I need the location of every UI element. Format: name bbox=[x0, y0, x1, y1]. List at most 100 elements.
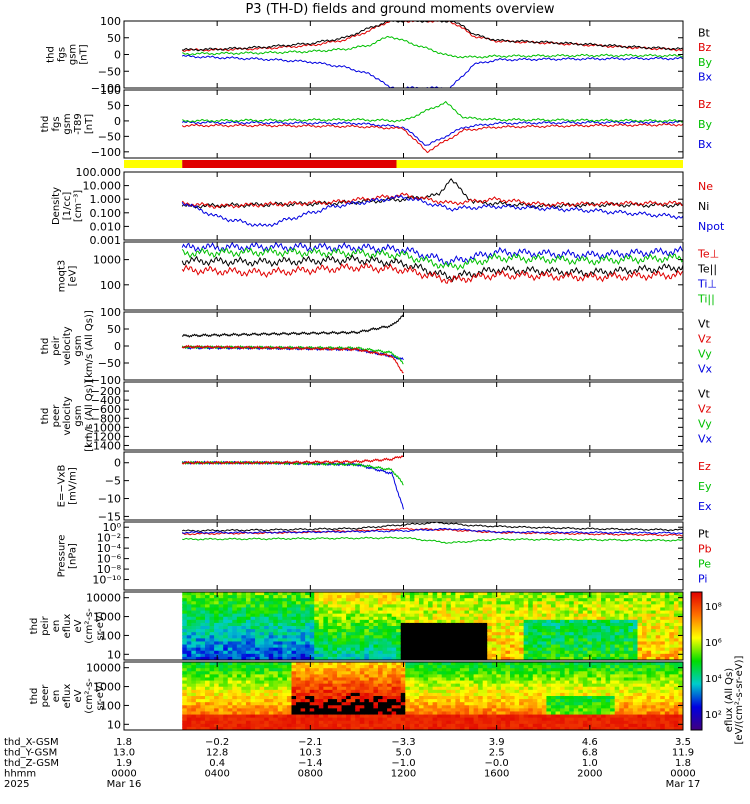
data-efield bbox=[182, 455, 403, 510]
data-temperature bbox=[182, 243, 683, 284]
legend-Vx: Vx bbox=[698, 363, 713, 376]
y-axis-label: thd bbox=[40, 408, 51, 425]
legend-Vt: Vt bbox=[698, 388, 711, 401]
legend-Ni: Ni bbox=[698, 200, 709, 213]
y-tick-label: 0 bbox=[114, 115, 121, 128]
series-Te⊥ bbox=[182, 264, 683, 284]
y-axis-label: (cm²-s- bbox=[84, 608, 95, 644]
series-Ey bbox=[182, 461, 403, 485]
legend-Vz: Vz bbox=[698, 403, 712, 416]
y-axis-label: [mV/m] bbox=[68, 467, 79, 505]
y-axis-label: eflux bbox=[62, 614, 73, 639]
data-peir_spec bbox=[182, 592, 683, 661]
y-tick-label: 1000 bbox=[93, 254, 121, 267]
y-tick-label: −100 bbox=[91, 146, 121, 159]
legend-Bt: Bt bbox=[698, 26, 711, 39]
legend-Ti||: Ti|| bbox=[697, 293, 715, 306]
legend-Npot: Npot bbox=[698, 220, 725, 233]
y-axis-label: -T89 bbox=[73, 113, 84, 135]
y-tick-label: 10 bbox=[107, 648, 121, 661]
y-tick-label: −50 bbox=[98, 130, 121, 143]
y-tick-label: 10000 bbox=[86, 592, 121, 605]
y-axis-label: thd bbox=[46, 46, 57, 63]
legend-Bz: Bz bbox=[698, 41, 712, 54]
legend-Vy: Vy bbox=[698, 348, 712, 361]
legend-Vt: Vt bbox=[698, 318, 711, 331]
y-tick-label: 50 bbox=[107, 99, 121, 112]
y-axis-label: fgs bbox=[57, 47, 68, 62]
y-tick-label: 1.000 bbox=[90, 193, 122, 206]
series-Ti|| bbox=[182, 248, 683, 270]
series-By bbox=[182, 102, 683, 123]
legend-Ez: Ez bbox=[698, 460, 711, 473]
panel-pressure: 10⁰10⁻²10⁻⁴10⁻⁶10⁻⁸10⁻¹⁰Pressure[nPa]PtP… bbox=[57, 521, 712, 590]
panel-frame bbox=[124, 21, 683, 88]
y-axis-label: gsm bbox=[73, 405, 84, 426]
series-Bx bbox=[182, 55, 683, 89]
panel-frame bbox=[124, 90, 683, 158]
y-tick-label: 0 bbox=[114, 340, 121, 353]
chart-title: P3 (TH-D) fields and ground moments over… bbox=[245, 2, 554, 17]
series-Ex bbox=[182, 461, 403, 509]
legend-Bx: Bx bbox=[698, 138, 713, 151]
y-tick-label: −10 bbox=[98, 493, 121, 506]
y-tick-label: 100 bbox=[100, 84, 121, 97]
y-axis-label: [km/s (All Qs)] bbox=[84, 380, 95, 452]
series-Ni bbox=[182, 179, 683, 208]
legend-Bz: Bz bbox=[698, 98, 712, 111]
series-Bz bbox=[182, 124, 683, 153]
y-axis-label: Density bbox=[51, 187, 62, 225]
legend-Pe: Pe bbox=[698, 558, 711, 571]
data-density bbox=[182, 179, 683, 227]
y-tick-label: 10⁻¹⁰ bbox=[92, 574, 121, 587]
y-axis-label: [cm⁻³] bbox=[73, 190, 84, 222]
legend-Pi: Pi bbox=[698, 573, 707, 586]
y-axis-label: peir bbox=[51, 335, 62, 355]
series-Bz bbox=[182, 20, 683, 52]
data-fgs_gsm_t89 bbox=[182, 102, 683, 153]
y-tick-label: 0.001 bbox=[90, 234, 122, 247]
series-Pe bbox=[182, 537, 683, 543]
series-Vy bbox=[182, 346, 403, 364]
y-axis-label: fgs bbox=[51, 116, 62, 131]
y-tick-label: 100 bbox=[100, 15, 121, 28]
y-tick-label: 100 bbox=[100, 306, 121, 319]
y-tick-label: 50 bbox=[107, 32, 121, 45]
legend-By: By bbox=[698, 56, 713, 69]
y-axis-label: Pressure bbox=[57, 535, 68, 578]
y-tick-label: 10.000 bbox=[83, 180, 122, 193]
y-axis-label: velocity bbox=[62, 326, 73, 365]
y-tick-label: 100.000 bbox=[76, 166, 122, 179]
series-Ti⊥ bbox=[182, 243, 683, 265]
y-axis-label: [1/cc] bbox=[62, 192, 73, 221]
y-axis-label: gsm bbox=[68, 44, 79, 65]
y-tick-label: 0.010 bbox=[90, 220, 122, 233]
y-axis-label: [nPa] bbox=[68, 543, 79, 569]
y-axis-label: moqt3 bbox=[57, 260, 68, 293]
series-Vt bbox=[182, 314, 403, 337]
data-pressure bbox=[182, 522, 683, 544]
y-axis-label: thd bbox=[40, 338, 51, 355]
data-peer_spec bbox=[182, 662, 683, 731]
legend-Ti⊥: Ti⊥ bbox=[697, 278, 717, 291]
legend-Vy: Vy bbox=[698, 418, 712, 431]
series-Bx bbox=[182, 121, 683, 145]
legend-Ey: Ey bbox=[698, 480, 712, 493]
y-tick-label: 0.100 bbox=[90, 207, 122, 220]
data-peir_velocity bbox=[182, 314, 403, 373]
legend-By: By bbox=[698, 118, 713, 131]
y-axis-label: sr-eV) bbox=[95, 611, 106, 640]
legend-Pt: Pt bbox=[698, 528, 710, 541]
legend-Te||: Te|| bbox=[697, 263, 717, 276]
y-tick-label: −50 bbox=[98, 357, 121, 370]
